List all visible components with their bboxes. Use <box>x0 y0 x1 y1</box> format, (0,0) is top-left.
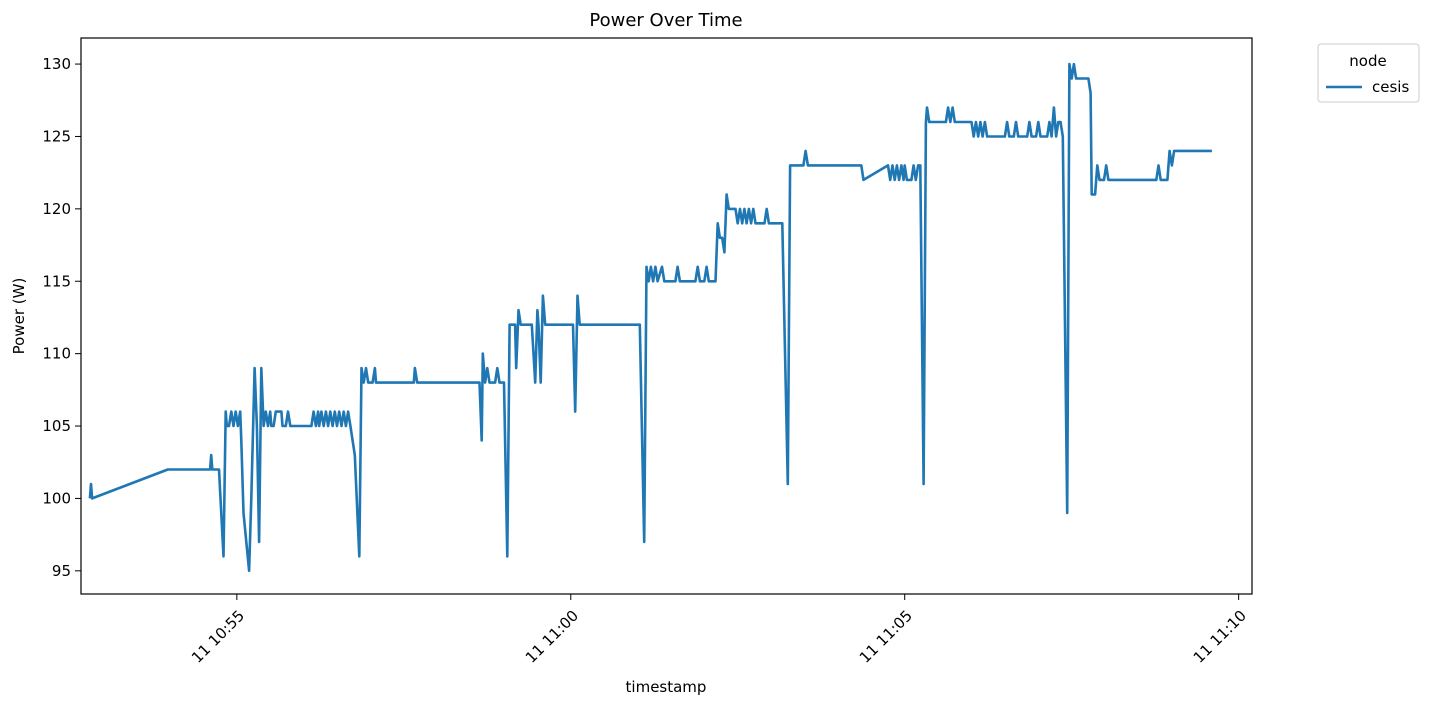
legend-label-cesis: cesis <box>1372 78 1409 96</box>
y-tick-label: 110 <box>42 345 71 363</box>
y-tick-label: 130 <box>42 55 71 73</box>
y-tick-label: 115 <box>42 272 71 290</box>
y-axis-label: Power (W) <box>10 278 28 355</box>
x-axis-label: timestamp <box>626 678 707 696</box>
y-axis: 95 100 105 110 115 120 125 130 <box>42 55 81 580</box>
plot-frame <box>80 37 1253 595</box>
plot-area <box>88 62 1212 573</box>
y-tick-label: 125 <box>42 127 71 145</box>
legend-title: node <box>1349 52 1386 70</box>
series-line-cesis <box>88 62 1212 573</box>
y-tick-label: 95 <box>52 562 71 580</box>
legend: node cesis <box>1317 43 1420 103</box>
y-tick-label: 120 <box>42 200 71 218</box>
y-tick-label: 105 <box>42 417 71 435</box>
chart-title: Power Over Time <box>589 10 742 31</box>
y-tick-label: 100 <box>42 489 71 507</box>
